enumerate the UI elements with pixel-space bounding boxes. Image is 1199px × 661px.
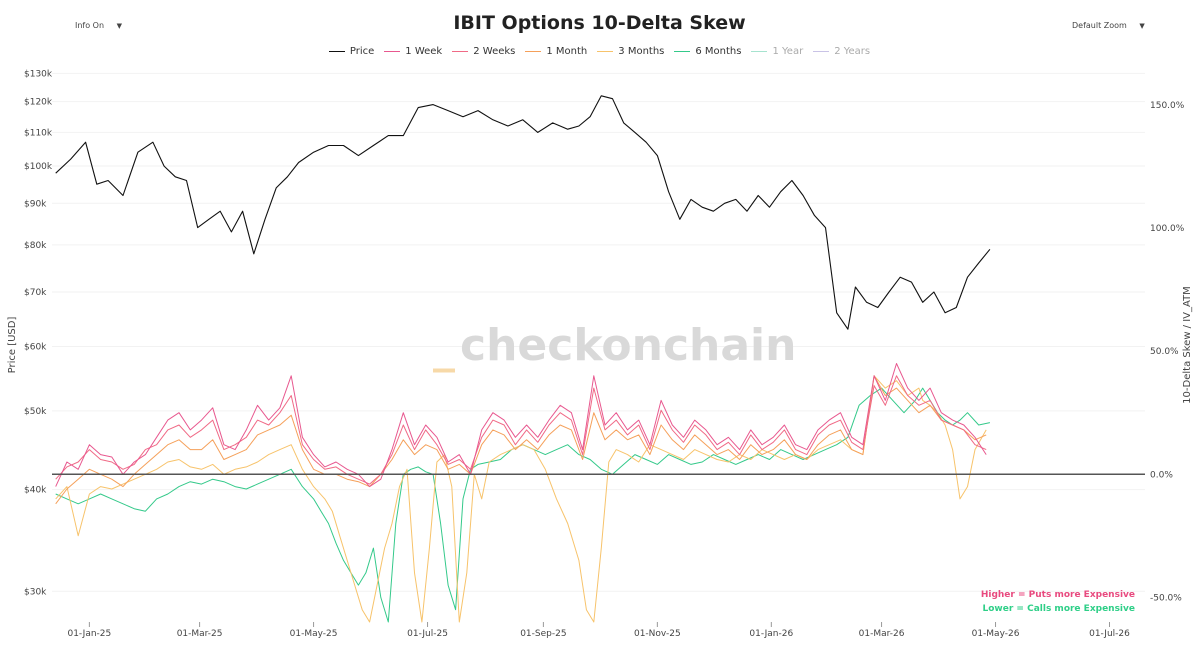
series-line-price: [55, 95, 991, 330]
x-tick-label: 01-Jul-25: [407, 629, 448, 639]
y-right-tick-label: 0.0%: [1150, 470, 1173, 480]
legend-swatch: [751, 50, 768, 52]
y-right-axis-title: 10-Delta Skew / IV_ATM: [1182, 286, 1193, 404]
series-line-w1: [55, 363, 987, 488]
y-left-tick-label: $130k: [24, 69, 53, 79]
y-left-tick-label: $40k: [24, 486, 47, 496]
legend-label: 2 Years: [834, 45, 871, 57]
chevron-down-icon: ▼: [1139, 22, 1145, 30]
y-left-tick-label: $60k: [24, 342, 47, 352]
info-toggle-dropdown[interactable]: Info On ▼: [69, 18, 128, 33]
legend-item-m3[interactable]: 3 Months: [597, 43, 664, 59]
y-left-tick-label: $90k: [24, 199, 47, 209]
legend-swatch: [452, 50, 469, 52]
legend-swatch: [597, 50, 614, 52]
y-left-axis-title: Price [USD]: [7, 317, 18, 374]
legend-item-w2[interactable]: 2 Weeks: [452, 43, 515, 59]
chevron-down-icon: ▼: [116, 22, 122, 30]
x-tick-label: 01-Mar-25: [177, 629, 223, 639]
x-tick-label: 01-May-26: [972, 629, 1020, 639]
legend-item-price[interactable]: Price: [328, 43, 375, 59]
y-right-tick-label: -50.0%: [1150, 593, 1182, 603]
watermark-prefix: _: [433, 322, 455, 373]
y-left-tick-label: $50k: [24, 407, 47, 417]
legend-item-w1[interactable]: 1 Week: [384, 43, 442, 59]
series-layer: [55, 95, 991, 623]
x-tick-label: 01-Jan-26: [749, 629, 793, 639]
zoom-select-label: Default Zoom: [1072, 21, 1127, 30]
x-tick-label: 01-Jan-25: [67, 629, 111, 639]
legend-label: 2 Weeks: [473, 45, 516, 57]
legend-label: 1 Month: [546, 45, 588, 57]
legend-label: 1 Year: [772, 45, 804, 57]
series-line-m6: [55, 387, 991, 623]
y-left-tick-label: $120k: [24, 98, 53, 108]
legend-swatch: [813, 50, 830, 52]
x-tick-label: 01-Nov-25: [634, 629, 681, 639]
legend-item-y2[interactable]: 2 Years: [813, 43, 870, 59]
x-tick-label: 01-Sep-25: [520, 629, 566, 639]
chart-title: IBIT Options 10-Delta Skew: [453, 12, 746, 34]
calls-expensive-note: Lower = Calls more Expensive: [982, 604, 1135, 614]
y-left-tick-label: $30k: [24, 587, 47, 597]
series-line-m1: [55, 375, 987, 505]
legend-label: 6 Months: [695, 45, 742, 57]
legend-item-y1[interactable]: 1 Year: [751, 43, 803, 59]
legend-swatch: [384, 50, 401, 52]
y-left-tick-label: $110k: [24, 128, 53, 138]
y-right-tick-label: 150.0%: [1150, 101, 1185, 111]
x-tick-label: 01-May-25: [290, 629, 338, 639]
series-line-m3: [55, 375, 987, 623]
chart-legend: Price 1 Week 2 Weeks 1 Month 3 Months 6 Month…: [0, 43, 1199, 59]
x-tick-label: 01-Mar-26: [859, 629, 905, 639]
info-toggle-label: Info On: [75, 21, 105, 30]
legend-label: 3 Months: [618, 45, 665, 57]
puts-expensive-note: Higher = Puts more Expensive: [980, 590, 1135, 600]
y-left-tick-label: $70k: [24, 288, 47, 298]
legend-label: 1 Week: [405, 45, 443, 57]
series-line-w2: [55, 375, 987, 485]
watermark-text: checkonchain: [460, 320, 796, 371]
gridlines: [52, 72, 1145, 592]
axes: $30k $40k $50k $60k $70k $80k $90k $100k $110k $1…: [7, 69, 1193, 639]
y-left-tick-label: $100k: [24, 162, 53, 172]
y-left-tick-label: $80k: [24, 241, 47, 251]
legend-item-m1[interactable]: 1 Month: [525, 43, 587, 59]
legend-swatch: [328, 50, 345, 52]
watermark: _ checkonchain: [433, 320, 796, 373]
legend-label: Price: [349, 45, 375, 57]
x-tick-label: 01-Jul-26: [1089, 629, 1130, 639]
legend-swatch: [525, 50, 542, 52]
zoom-select-dropdown[interactable]: Default Zoom ▼: [1066, 18, 1151, 33]
legend-item-m6[interactable]: 6 Months: [674, 43, 741, 59]
y-right-tick-label: 50.0%: [1150, 347, 1179, 357]
legend-swatch: [674, 50, 691, 52]
y-right-tick-label: 100.0%: [1150, 224, 1185, 234]
